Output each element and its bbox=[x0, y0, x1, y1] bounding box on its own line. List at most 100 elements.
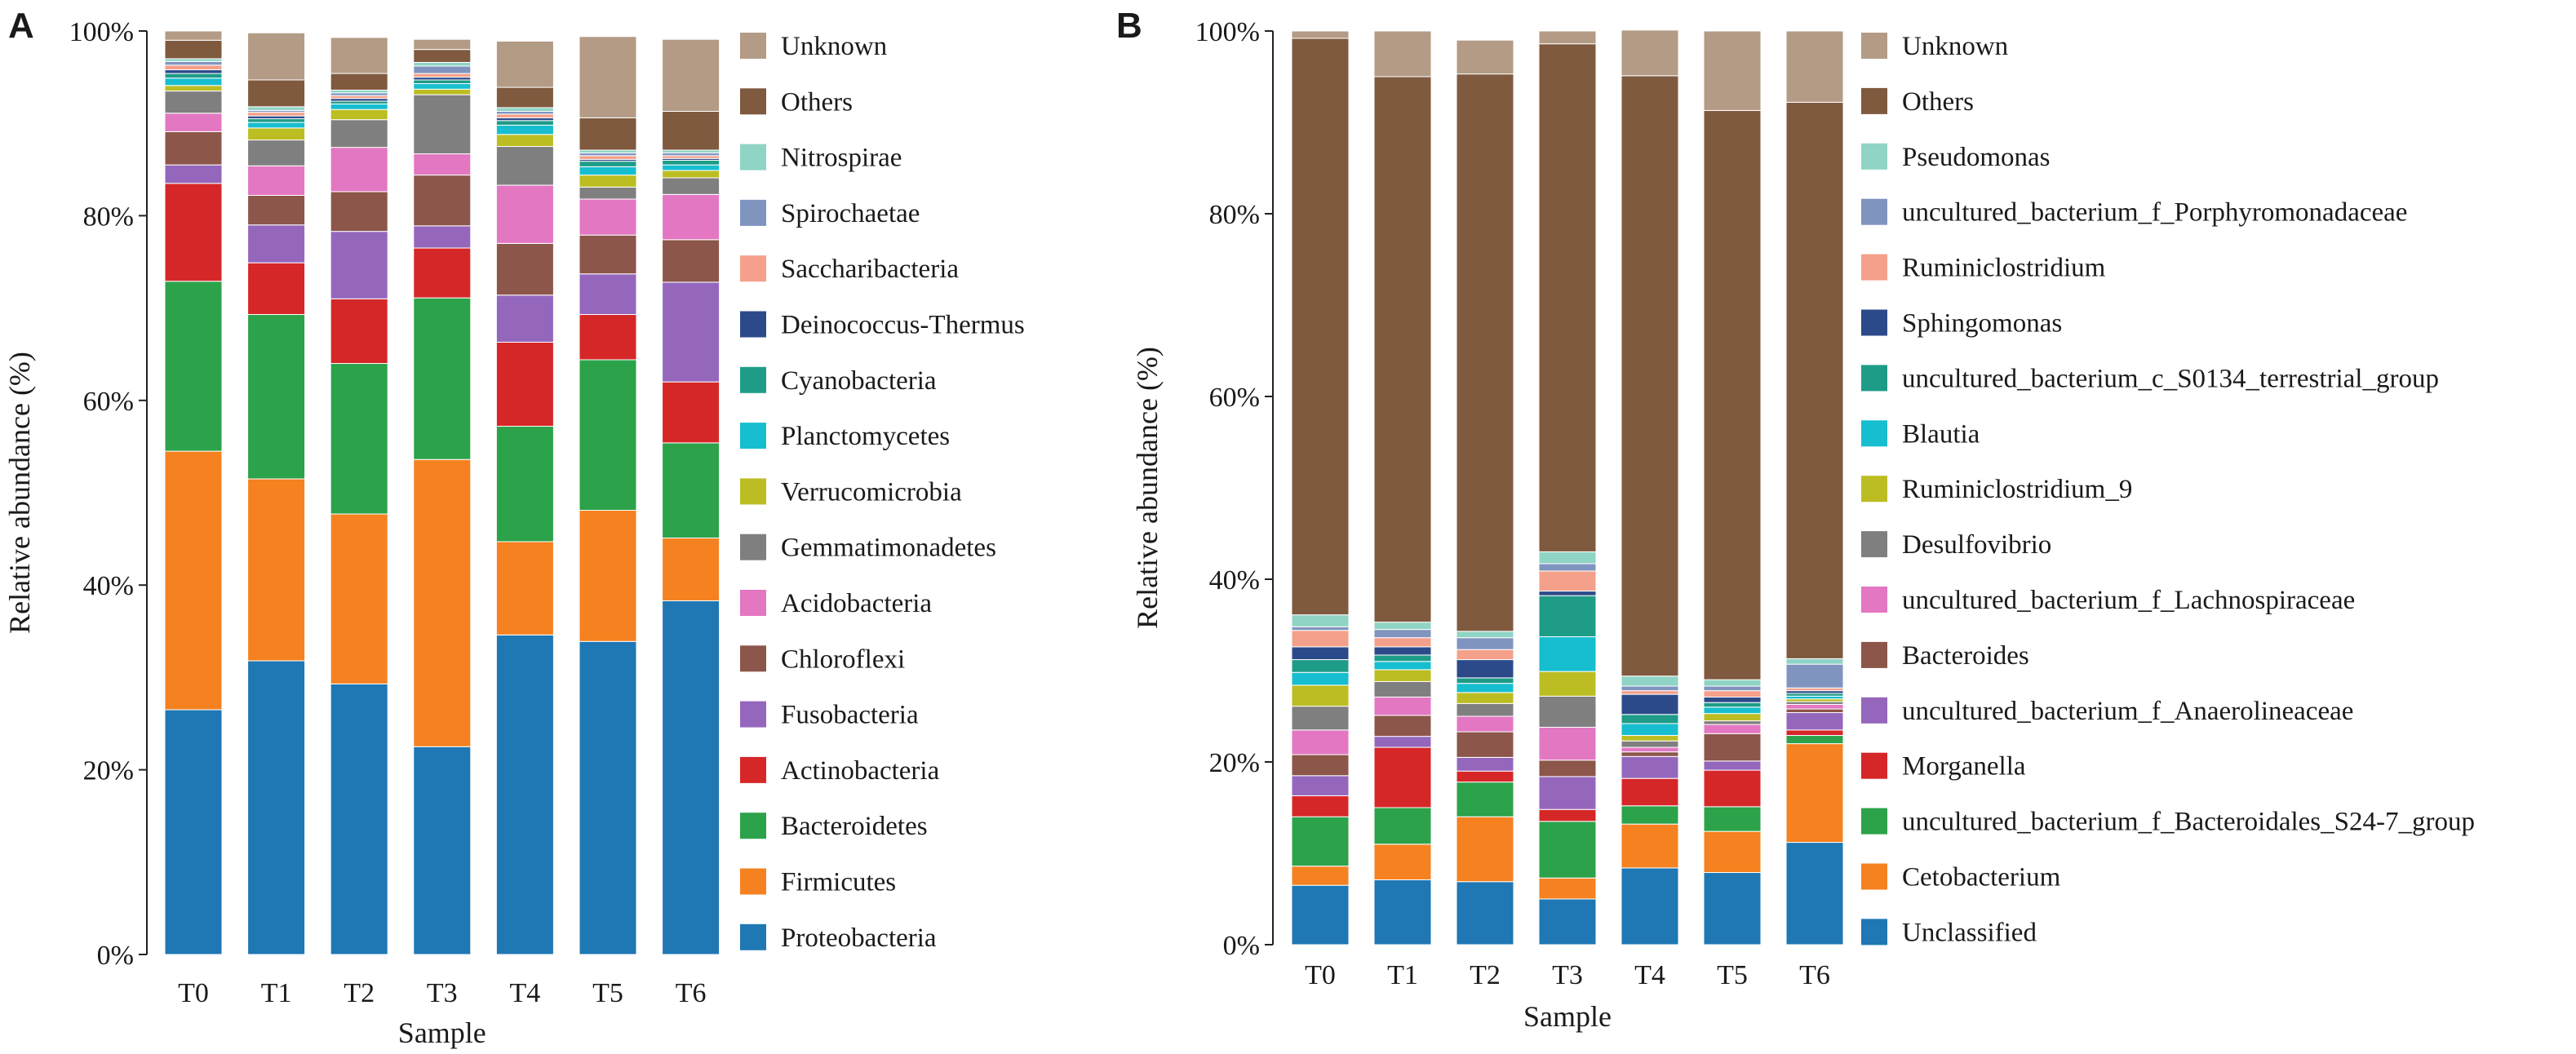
panel-a-x-tick-label: T6 bbox=[676, 978, 707, 1008]
panel-b-legend-label: Blautia bbox=[1902, 419, 1980, 449]
panel-a-legend-swatch-chloroflexi bbox=[740, 645, 766, 672]
panel-b-bar-t1-unclassified bbox=[1373, 879, 1432, 946]
panel-b-bar-t2-uncultured-bacterium-f-bacteroidales-s24-7-group bbox=[1456, 782, 1514, 817]
panel-a-bar-t1-proteobacteria bbox=[247, 660, 306, 955]
panel-a-legend-label: Proteobacteria bbox=[781, 923, 937, 953]
panel-a-bar-t6-planctomycetes bbox=[662, 164, 720, 171]
panel-a-legend-label: Cyanobacteria bbox=[781, 366, 937, 396]
panel-b-bar-t0-uncultured-bacterium-f-lachnospiraceae bbox=[1291, 729, 1350, 755]
panel-a-bar-t2-acidobacteria bbox=[330, 147, 388, 193]
panel-b-bar-t3-unclassified bbox=[1538, 898, 1597, 946]
panel-a-bar-t6-spirochaetae bbox=[662, 152, 720, 157]
panel-b-bar-t2-morganella bbox=[1456, 770, 1514, 783]
panel-b-bar-t3-uncultured-bacterium-f-porphyromonadaceae bbox=[1538, 563, 1597, 572]
panel-a-bar-t4-fusobacteria bbox=[495, 294, 554, 343]
panel-b-bar-t5-others bbox=[1703, 109, 1762, 680]
panel-b-bar-t2-cetobacterium bbox=[1456, 816, 1514, 883]
panel-a-legend-label: Acidobacteria bbox=[781, 589, 932, 618]
panel-a-legend-swatch-unknown bbox=[740, 33, 766, 59]
panel-b-bar-t4-morganella bbox=[1621, 777, 1679, 807]
panel-a-bar-t5-firmicutes bbox=[579, 510, 637, 642]
panel-b-bar-t5-bacteroides bbox=[1703, 733, 1762, 762]
panel-a-bar-t3-nitrospirae bbox=[413, 61, 472, 67]
panel-a-bar-t4-planctomycetes bbox=[495, 124, 554, 135]
panel-b-bar-t2-pseudomonas bbox=[1456, 631, 1514, 639]
panel-a-x-tick-label: T0 bbox=[178, 978, 209, 1008]
panel-a-bar-t2-fusobacteria bbox=[330, 231, 388, 299]
panel-a-bar-t4-proteobacteria bbox=[495, 634, 554, 955]
panel-b-bar-t6-cetobacterium bbox=[1785, 743, 1844, 844]
panel-a-chart: 0% 20% 40% 60% 80% 100% Relative abundance (%)… bbox=[3, 17, 1025, 1049]
panel-b-bar-t4-sphingomonas bbox=[1621, 693, 1679, 715]
panel-a-bar-t2-bacteroidetes bbox=[330, 363, 388, 515]
panel-a-bar-t0-deinococcus-thermus bbox=[164, 69, 223, 74]
panel-b-bar-t4-cetobacterium bbox=[1621, 823, 1679, 869]
panel-a-legend-label: Gemmatimonadetes bbox=[781, 534, 996, 563]
panel-a-legend-swatch-firmicutes bbox=[740, 868, 766, 895]
panel-b-bar-t6-others bbox=[1785, 101, 1844, 659]
panel-a-bar-t6-chloroflexi bbox=[662, 239, 720, 283]
panel-b-legend-swatch-uncultured-bacterium-f-anaerolineaceae bbox=[1861, 697, 1887, 724]
panel-a-bar-t6-unknown bbox=[662, 38, 720, 112]
panel-a-bar-t4-cyanobacteria bbox=[495, 120, 554, 126]
panel-b-bar-t6-morganella bbox=[1785, 729, 1844, 737]
panel-a-bar-t0-cyanobacteria bbox=[164, 73, 223, 79]
panel-b-bar-t1-uncultured-bacterium-c-s0134-terrestrial-group bbox=[1373, 654, 1432, 662]
panel-a-bar-t6-gemmatimonadetes bbox=[662, 177, 720, 195]
panel-b-bar-t0-uncultured-bacterium-f-bacteroidales-s24-7-group bbox=[1291, 816, 1350, 867]
panel-a-bar-t1-fusobacteria bbox=[247, 224, 306, 264]
panel-b-bar-t5-ruminiclostridium bbox=[1703, 690, 1762, 698]
panel-b-bar-t3-cetobacterium bbox=[1538, 877, 1597, 900]
panel-b-bar-t0-cetobacterium bbox=[1291, 866, 1350, 886]
panel-a-bar-t0-planctomycetes bbox=[164, 78, 223, 86]
panel-a-bar-t0-chloroflexi bbox=[164, 131, 223, 166]
panel-b-x-tick-label: T4 bbox=[1634, 960, 1665, 990]
panel-a-bar-t6-proteobacteria bbox=[662, 600, 720, 955]
panel-a-bar-t3-chloroflexi bbox=[413, 175, 472, 227]
panel-b-legend-label: Others bbox=[1902, 87, 1974, 117]
panel-b-bar-t1-uncultured-bacterium-f-lachnospiraceae bbox=[1373, 696, 1432, 716]
panel-b-bar-t4-ruminiclostridium bbox=[1621, 690, 1679, 695]
panel-b-bar-t5-uncultured-bacterium-c-s0134-terrestrial-group bbox=[1703, 702, 1762, 708]
panel-a-bar-t0-firmicutes bbox=[164, 450, 223, 711]
panel-b-x-tick-label: T2 bbox=[1470, 960, 1501, 990]
panel-b-legend-swatch-unclassified bbox=[1861, 919, 1887, 946]
panel-b-bar-t1-bacteroides bbox=[1373, 715, 1432, 737]
panel-b-bar-t6-uncultured-bacterium-f-bacteroidales-s24-7-group bbox=[1785, 735, 1844, 745]
panel-b-bar-t2-unknown bbox=[1456, 39, 1514, 75]
panel-a-bar-t6-actinobacteria bbox=[662, 381, 720, 444]
panel-a-bar-t0-others bbox=[164, 39, 223, 60]
panel-b-bar-t6-sphingomonas bbox=[1785, 690, 1844, 694]
panel-b-legend-swatch-ruminiclostridium-9 bbox=[1861, 476, 1887, 503]
panel-a-bar-t2-nitrospirae bbox=[330, 89, 388, 94]
panel-b-legend-swatch-uncultured-bacterium-c-s0134-terrestrial-group bbox=[1861, 365, 1887, 392]
panel-a-x-tick-label: T1 bbox=[261, 978, 292, 1008]
panel-a-legend-swatch-spirochaetae bbox=[740, 199, 766, 226]
panel-a-bar-t5-proteobacteria bbox=[579, 640, 637, 955]
panel-a-bar-t3-firmicutes bbox=[413, 458, 472, 747]
panel-a-legend-swatch-saccharibacteria bbox=[740, 255, 766, 282]
panel-b-bar-t0-desulfovibrio bbox=[1291, 706, 1350, 731]
panel-b-bar-t4-uncultured-bacterium-f-bacteroidales-s24-7-group bbox=[1621, 805, 1679, 825]
panel-a-bar-t2-cyanobacteria bbox=[330, 100, 388, 104]
panel-b-legend-swatch-bacteroides bbox=[1861, 641, 1887, 668]
panel-a-y-axis-title: Relative abundance (%) bbox=[3, 352, 36, 634]
panel-b-bar-t6-bacteroides bbox=[1785, 708, 1844, 714]
panel-b-bar-t6-uncultured-bacterium-f-anaerolineaceae bbox=[1785, 712, 1844, 731]
panel-a-bar-t2-proteobacteria bbox=[330, 683, 388, 955]
panel-b-bar-t2-uncultured-bacterium-f-lachnospiraceae bbox=[1456, 715, 1514, 733]
panel-a-bar-t4-nitrospirae bbox=[495, 107, 554, 112]
panel-b-bar-t6-unknown bbox=[1785, 30, 1844, 103]
panel-b-bar-t3-pseudomonas bbox=[1538, 551, 1597, 565]
panel-b-y-axis-title: Relative abundance (%) bbox=[1131, 347, 1164, 629]
panel-b-legend-swatch-sphingomonas bbox=[1861, 309, 1887, 336]
panel-a-bar-t4-bacteroidetes bbox=[495, 425, 554, 542]
panel-b-legend-swatch-morganella bbox=[1861, 752, 1887, 779]
panel-a-bar-t3-acidobacteria bbox=[413, 153, 472, 176]
panel-b-legend-label: Unknown bbox=[1902, 32, 2008, 61]
panel-a-bar-t2-actinobacteria bbox=[330, 298, 388, 365]
panel-b-bar-t2-ruminiclostridium-9 bbox=[1456, 692, 1514, 704]
panel-b-bar-t1-unknown bbox=[1373, 30, 1432, 78]
panel-b-bar-t5-uncultured-bacterium-f-porphyromonadaceae bbox=[1703, 685, 1762, 692]
panel-b-bar-t2-ruminiclostridium bbox=[1456, 649, 1514, 661]
